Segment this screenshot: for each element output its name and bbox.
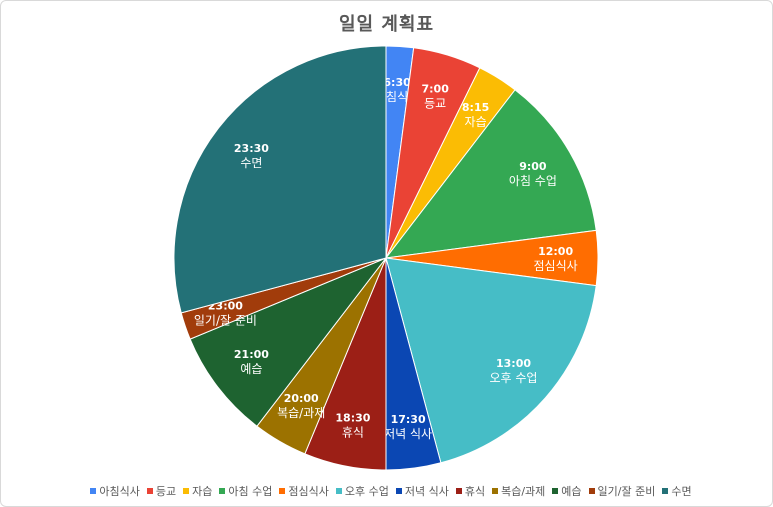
legend-item: 아침 수업 [219, 483, 272, 499]
pie-slice [173, 45, 387, 314]
legend-label: 복습/과제 [501, 485, 546, 498]
slice-name-label: 휴식 [342, 425, 364, 439]
slice-name-label: 수면 [240, 156, 262, 170]
slice-name-label: 등교 [424, 97, 446, 111]
legend-label: 오후 수업 [344, 485, 389, 498]
legend-item: 오후 수업 [335, 483, 389, 499]
legend-label: 일기/잘 준비 [597, 485, 656, 498]
legend-label: 점심식사 [288, 485, 329, 498]
slice-name-label: 예습 [240, 362, 262, 376]
legend-swatch [588, 488, 595, 494]
legend-item: 아침식사 [90, 483, 140, 499]
legend-item: 일기/잘 준비 [588, 483, 656, 499]
legend-swatch [279, 488, 286, 494]
legend-swatch [219, 488, 226, 494]
slice-name-label: 점심식사 [534, 259, 578, 273]
legend-swatch [335, 488, 342, 494]
legend-item: 저녁 식사 [395, 483, 449, 499]
legend-item: 휴식 [455, 483, 486, 499]
legend-item: 점심식사 [279, 483, 329, 499]
legend-label: 아침 수업 [228, 485, 273, 498]
legend-swatch [492, 488, 499, 494]
legend-label: 저녁 식사 [404, 485, 449, 498]
pie-slice [384, 89, 597, 259]
slice-time-label: 18:30 [335, 411, 370, 424]
legend-swatch [90, 488, 97, 494]
slice-name-label: 아침 수업 [509, 174, 557, 188]
slice-time-label: 9:00 [519, 160, 547, 173]
slice-time-label: 20:00 [284, 392, 319, 405]
legend-item: 자습 [183, 483, 212, 499]
slice-time-label: 7:00 [422, 83, 450, 96]
slice-name-label: 자습 [465, 115, 487, 129]
legend-label: 휴식 [464, 485, 486, 498]
legend-label: 자습 [192, 485, 213, 498]
legend-swatch [395, 488, 402, 494]
legend-swatch [455, 488, 462, 494]
legend-item: 예습 [552, 483, 582, 499]
legend-label: 아침식사 [99, 485, 140, 498]
slice-name-label: 복습/과제 [277, 406, 325, 420]
slice-time-label: 23:30 [234, 142, 269, 155]
slice-name-label: 저녁 식사 [384, 427, 432, 441]
legend-item: 수면 [662, 483, 692, 499]
slice-name-label: 오후 수업 [490, 371, 538, 385]
chart-title: 일일 계획표 [338, 14, 435, 35]
legend-label: 등교 [155, 485, 177, 498]
chart-legend: 아침식사 등교 자습 아침 수업 점심식사 오후 수업 저녁 식사 휴식 복습/과제 예습 일기/잘… [46, 482, 736, 500]
legend-item: 등교 [146, 483, 177, 499]
legend-item: 복습/과제 [492, 483, 545, 499]
slice-time-label: 12:00 [538, 245, 573, 258]
slice-time-label: 21:00 [234, 348, 269, 361]
slice-time-label: 6:30 [383, 76, 411, 89]
pie-slice [385, 257, 597, 464]
legend-swatch [146, 488, 153, 494]
legend-swatch [552, 488, 559, 494]
legend-label: 예습 [561, 485, 582, 498]
slice-time-label: 13:00 [496, 357, 531, 370]
legend-label: 수면 [671, 485, 692, 498]
legend-swatch [662, 488, 669, 494]
slice-name-label: 일기/잘 준비 [194, 314, 257, 328]
slice-time-label: 8:15 [462, 101, 489, 114]
slice-time-label: 17:30 [391, 413, 426, 426]
legend-swatch [183, 488, 190, 494]
pie-slice [189, 256, 388, 427]
